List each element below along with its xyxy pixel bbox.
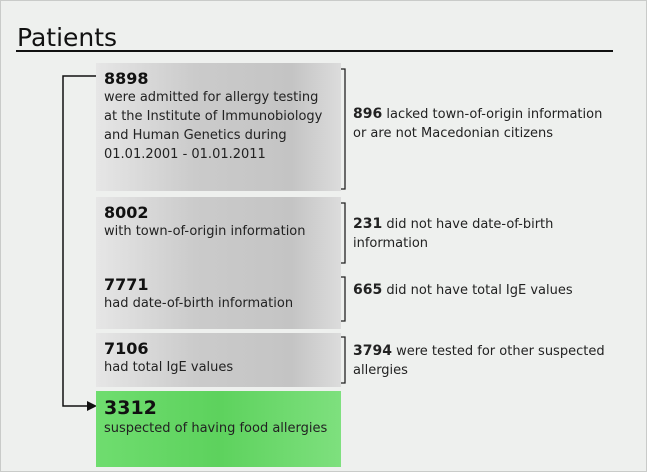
node-number: 7106 — [104, 339, 149, 358]
bracket — [339, 336, 346, 384]
node: 7106 had total IgE values — [96, 333, 341, 387]
node: 8898 were admitted for allergy testing a… — [96, 63, 341, 191]
exclusion: 896 lacked town-of-origin information or… — [353, 105, 613, 143]
exclusion-text: did not have total IgE values — [386, 283, 573, 298]
exclusion-number: 896 — [353, 106, 383, 122]
flow-line — [62, 75, 96, 407]
node: 8002 with town-of-origin information — [96, 197, 341, 269]
exclusion-text: lacked town-of-origin information or are… — [353, 107, 603, 141]
exclusion: 665 did not have total IgE values — [353, 281, 613, 300]
node-number: 8898 — [104, 69, 149, 88]
exclusion: 231 did not have date-of-birth informati… — [353, 215, 613, 253]
node-text: were admitted for allergy testing at the… — [104, 90, 323, 162]
node: 7771 had date-of-birth information — [96, 269, 341, 329]
exclusion-text: did not have date-of-birth information — [353, 217, 554, 251]
exclusion: 3794 were tested for other suspected all… — [353, 342, 613, 380]
node-text: had date-of-birth information — [104, 296, 294, 311]
node-text: with town-of-origin information — [104, 224, 306, 239]
bracket — [339, 202, 346, 264]
node-number: 7771 — [104, 275, 149, 294]
exclusion-number: 665 — [353, 282, 383, 298]
title: Patients — [17, 23, 118, 52]
exclusion-text: were tested for other suspected allergie… — [353, 344, 605, 378]
node-number: 3312 — [104, 397, 157, 419]
node-text: suspected of having food allergies — [104, 421, 328, 436]
arrow-head — [87, 401, 97, 411]
node-number: 8002 — [104, 203, 149, 222]
bracket — [339, 68, 346, 190]
node-text: had total IgE values — [104, 360, 234, 375]
exclusion-number: 231 — [353, 216, 383, 232]
node-final: 3312 suspected of having food allergies — [96, 391, 341, 467]
exclusion-number: 3794 — [353, 343, 392, 359]
bracket — [339, 276, 346, 322]
